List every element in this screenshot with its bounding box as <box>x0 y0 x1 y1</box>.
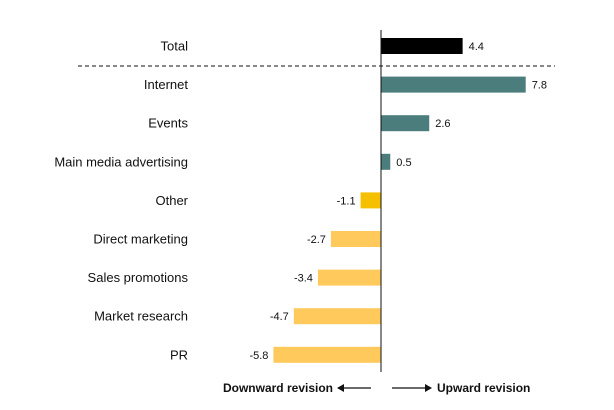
value-label-events: 2.6 <box>435 118 450 130</box>
category-label-main-media-advertising: Main media advertising <box>54 154 188 169</box>
category-label-market-research: Market research <box>94 309 188 324</box>
bar-internet <box>381 76 526 93</box>
bar-sales-promotions <box>317 269 381 286</box>
category-label-internet: Internet <box>144 77 188 92</box>
bar-market-research <box>293 308 381 325</box>
bar-events <box>381 115 430 132</box>
category-labels: Total Internet Events Main media advertisin… <box>54 39 188 363</box>
bar-main-media-advertising <box>381 153 391 170</box>
value-label-other: -1.1 <box>337 195 356 207</box>
bar-direct-marketing <box>330 231 381 247</box>
category-label-sales-promotions: Sales promotions <box>88 270 189 285</box>
value-label-internet: 7.8 <box>532 80 547 92</box>
bar-other <box>360 192 381 209</box>
bars-layer <box>273 38 526 363</box>
category-label-pr: PR <box>170 347 188 362</box>
bar-total <box>381 38 463 54</box>
value-label-direct-marketing: -2.7 <box>307 234 326 246</box>
category-label-other: Other <box>155 193 188 208</box>
bar-pr <box>273 346 381 363</box>
value-label-total: 4.4 <box>469 41 484 53</box>
value-label-market-research: -4.7 <box>270 311 289 323</box>
category-label-direct-marketing: Direct marketing <box>93 232 188 247</box>
value-label-sales-promotions: -3.4 <box>294 273 313 285</box>
value-labels: 4.4 7.8 2.6 0.5 -1.1 -2.7 -3.4 -4.7 -5.8 <box>249 41 547 362</box>
category-label-events: Events <box>148 116 188 131</box>
value-label-main-media-advertising: 0.5 <box>396 157 411 169</box>
category-label-total: Total <box>161 39 189 54</box>
upward-revision-label: Upward revision <box>437 381 530 395</box>
downward-revision-label: Downward revision <box>223 381 333 395</box>
value-label-pr: -5.8 <box>249 350 268 362</box>
